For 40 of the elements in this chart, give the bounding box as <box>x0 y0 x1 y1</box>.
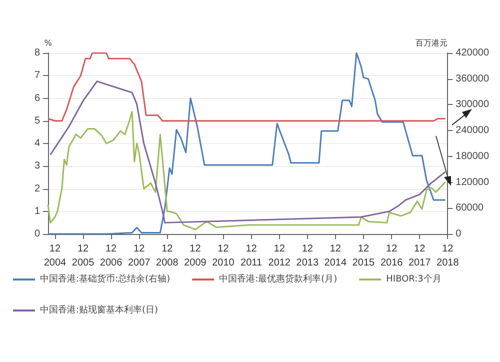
x-tick-label: 12 2012 <box>268 244 291 268</box>
x-tick-label: 12 2007 <box>128 244 151 268</box>
y-tick-label: 4 <box>34 138 40 149</box>
y2-tick-label: 60000 <box>456 202 484 214</box>
y2-tick-label: 420000 <box>456 48 490 58</box>
y-tick-label: 2 <box>34 183 40 194</box>
y-tick-label: 3 <box>34 160 40 172</box>
y-tick-label: 7 <box>34 70 40 82</box>
legend-label: 中国香港:最优惠贷款利率(月) <box>219 274 338 284</box>
y2-tick-label: 180000 <box>456 150 490 162</box>
x-tick-label: 12 2006 <box>100 244 123 268</box>
y-tick-label: 1 <box>34 206 40 217</box>
line-series <box>50 80 446 224</box>
y2-axis-title: 百万港元 <box>416 38 448 48</box>
y-tick-label: 6 <box>34 92 40 104</box>
y2-tick-label: 240000 <box>456 125 490 136</box>
legend-label: HIBOR:3个月 <box>386 274 442 284</box>
x-tick-label: 12 2004 <box>44 244 67 268</box>
x-tick-label: 12 2014 <box>324 244 347 268</box>
y-tick-label: 5 <box>34 115 40 126</box>
x-tick-label: 12 2013 <box>296 244 319 268</box>
legend-label: 中国香港:贴现窗基本利率(日) <box>40 304 158 316</box>
y2-tick-label: 300000 <box>456 99 490 110</box>
x-tick-label: 12 2018 <box>436 244 460 268</box>
x-tick-label: 12 2009 <box>184 244 207 268</box>
y-tick-label: 8 <box>34 48 40 58</box>
x-tick-label: 12 2008 <box>156 244 179 268</box>
y-tick-label: 0 <box>34 228 40 240</box>
y-axis-title: % <box>44 38 52 48</box>
y2-tick-label: 360000 <box>456 73 490 84</box>
x-tick-label: 12 2017 <box>408 244 432 268</box>
x-tick-label: 12 2015 <box>352 244 376 268</box>
legend-label: 中国香港:基础货币:总结余(右轴) <box>40 274 170 284</box>
x-tick-label: 12 2005 <box>72 244 95 268</box>
y2-tick-label: 120000 <box>456 176 490 188</box>
x-tick-label: 12 2011 <box>240 244 262 268</box>
x-tick-label: 12 2010 <box>212 244 235 268</box>
y2-tick-label: 0 <box>456 228 462 240</box>
line-series <box>47 52 446 122</box>
x-tick-label: 12 2016 <box>380 244 404 268</box>
